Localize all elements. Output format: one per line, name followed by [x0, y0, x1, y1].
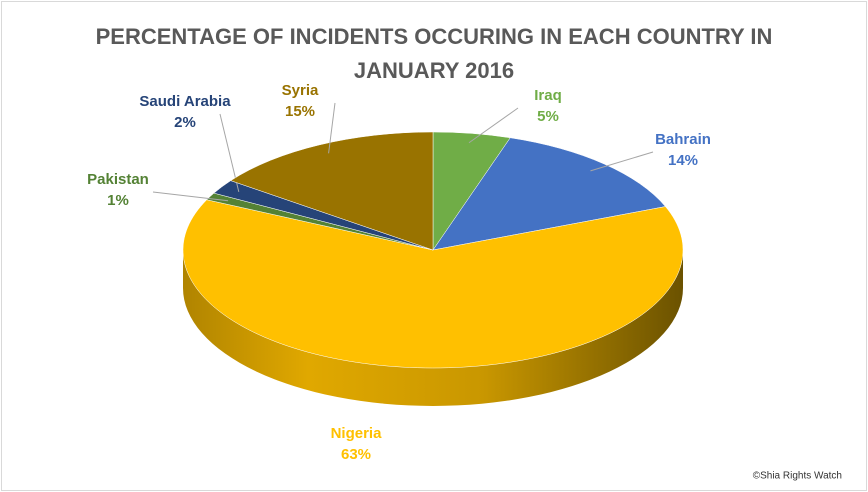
data-label-name: Saudi Arabia — [139, 93, 231, 110]
data-label-value: 63% — [341, 446, 371, 463]
data-label-name: Pakistan — [87, 171, 149, 188]
leader-line — [152, 191, 229, 202]
data-label-value: 2% — [174, 114, 196, 131]
slice-side — [183, 250, 683, 406]
data-label-name: Syria — [282, 82, 319, 99]
data-label-name: Bahrain — [655, 131, 711, 148]
leader-line — [468, 107, 519, 144]
data-label-name: Iraq — [534, 87, 562, 104]
data-label-name: Nigeria — [331, 425, 383, 442]
slice — [182, 199, 684, 369]
data-label-value: 15% — [285, 103, 315, 120]
data-label-value: 1% — [107, 192, 129, 209]
data-label-value: 14% — [668, 152, 698, 169]
data-label-value: 5% — [537, 108, 559, 125]
slice — [230, 131, 434, 251]
leader-line — [590, 151, 654, 172]
chart-title: PERCENTAGE OF INCIDENTS OCCURING IN EACH… — [95, 24, 773, 83]
leader-line — [328, 102, 336, 154]
credit: ©Shia Rights Watch — [753, 471, 842, 482]
